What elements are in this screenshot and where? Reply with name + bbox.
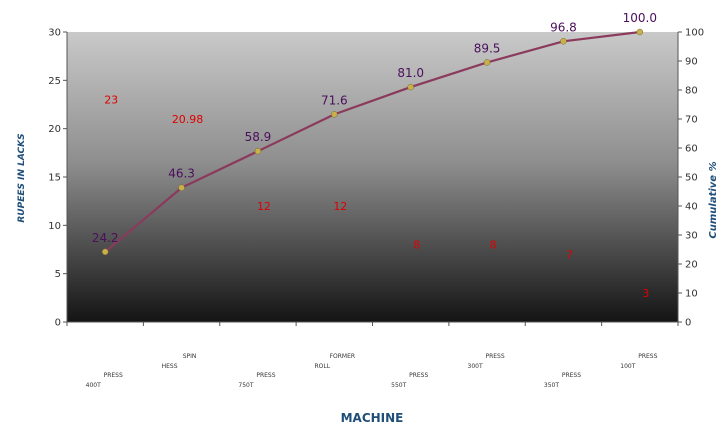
y-tick-label: 20 — [48, 124, 61, 135]
cumulative-point — [331, 111, 338, 118]
y2-tick-label: 30 — [685, 231, 698, 242]
bar-value-label: 20.98 — [172, 113, 204, 126]
category-label: 100T — [620, 363, 635, 370]
category-label: 550T — [391, 382, 406, 389]
category-label: 750T — [238, 382, 253, 389]
cumulative-label: 24.2 — [92, 231, 119, 245]
x-axis-title: MACHINE — [341, 411, 404, 425]
cumulative-label: 89.5 — [474, 41, 501, 55]
y-tick-label: 0 — [55, 318, 61, 329]
category-label: PRESS — [485, 353, 504, 360]
category-label: 350T — [544, 382, 559, 389]
cumulative-point — [407, 83, 414, 91]
y-tick-label: 30 — [48, 28, 61, 39]
bar-value-label: 12 — [333, 200, 347, 213]
cumulative-point — [560, 38, 567, 45]
cumulative-series: 24.2 46.3 58.9 71.6 81.0 89.5 96.8 100.0 — [92, 11, 657, 256]
cumulative-point — [101, 248, 109, 256]
category-label: FORMER — [330, 353, 355, 360]
category-label: PRESS — [638, 353, 657, 360]
bar-value-label: 8 — [413, 239, 420, 252]
y-tick-label: 15 — [48, 173, 61, 184]
cumulative-point — [254, 147, 262, 155]
y2-tick-label: 90 — [685, 57, 698, 68]
category-label: PRESS — [256, 372, 275, 379]
y2-tick-label: 20 — [685, 260, 698, 271]
category-label: PRESS — [409, 372, 428, 379]
cumulative-label: 100.0 — [623, 11, 657, 25]
cumulative-point — [483, 59, 491, 66]
y-tick-label: 10 — [48, 221, 61, 232]
cumulative-label: 58.9 — [245, 130, 272, 144]
cumulative-label: 81.0 — [397, 66, 424, 80]
bar-value-label: 3 — [642, 287, 649, 300]
y-axis-title: RUPEES IN LACKS — [17, 133, 27, 222]
category-label: PRESS — [104, 372, 123, 379]
y2-tick-label: 10 — [685, 289, 698, 300]
category-label: ROLL — [315, 363, 331, 370]
category-labels: PRESS400TSPINHESSPRESS750TFORMERROLLPRES… — [86, 353, 658, 389]
bar-value-label: 7 — [566, 248, 573, 261]
cumulative-line — [104, 30, 640, 253]
category-label: SPIN — [183, 353, 197, 360]
bar-value-label: 23 — [104, 94, 118, 107]
cumulative-label: 71.6 — [321, 93, 348, 107]
plot-area — [67, 32, 678, 322]
axes: 0 5 10 15 20 25 30 0 10 20 30 40 50 60 70 80 90 100 — [48, 28, 704, 329]
y-tick-label: 5 — [55, 269, 61, 280]
y2-tick-label: 60 — [685, 144, 698, 155]
y2-tick-label: 50 — [685, 173, 698, 184]
category-label: PRESS — [562, 372, 581, 379]
category-label: HESS — [162, 363, 178, 370]
bar-value-label: 12 — [257, 200, 271, 213]
cumulative-label: 96.8 — [550, 20, 577, 34]
cumulative-point — [636, 28, 644, 36]
bar-value-label: 8 — [490, 239, 497, 252]
y2-tick-label: 70 — [685, 115, 698, 126]
y2-tick-label: 0 — [685, 318, 691, 329]
category-label: 300T — [468, 363, 483, 370]
cumulative-label: 46.3 — [168, 167, 195, 181]
category-label: 400T — [86, 382, 101, 389]
y2-axis-title: Cumulative % — [708, 161, 719, 238]
y2-tick-label: 40 — [685, 202, 698, 213]
y-tick-label: 25 — [48, 76, 61, 87]
bar-value-labels: 23 20.98 12 12 8 8 7 3 — [104, 94, 649, 300]
y2-tick-label: 80 — [685, 86, 698, 97]
y2-tick-label: 100 — [685, 28, 704, 39]
cumulative-point — [178, 184, 185, 191]
